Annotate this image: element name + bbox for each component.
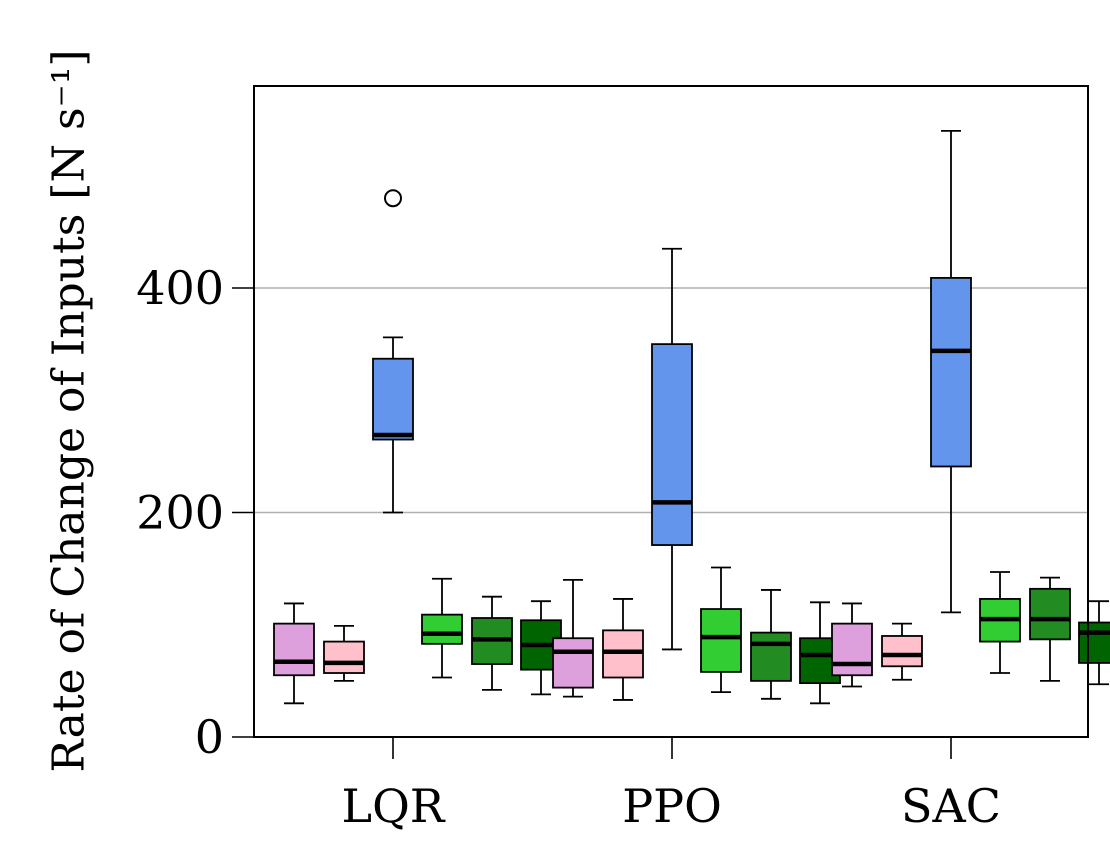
iqr-box [1029,587,1071,641]
box-LQR-1 [273,602,315,705]
iqr-box [831,622,873,677]
axis-layer: 0 200 400 LQR PPO SAC [136,261,1001,833]
iqr-box [700,608,742,673]
box-LQR-2 [323,624,365,682]
box-LQR-5 [471,595,513,691]
iqr-box [323,640,365,674]
box-SAC-5 [1029,576,1071,682]
outlier-point [384,189,402,208]
y-axis-label: Rate of Change of Inputs [N s⁻¹] [44,49,95,772]
box-SAC-4 [979,571,1021,674]
box-SAC-3 [930,129,972,614]
box-PPO-4 [700,566,742,693]
x-tick-label-SAC: SAC [901,779,1001,833]
iqr-box [750,631,792,682]
iqr-box [651,343,693,546]
iqr-box [552,637,594,689]
iqr-box [930,276,972,468]
y-tick-label-0: 0 [195,710,224,764]
iqr-box [1078,621,1110,664]
iqr-box [273,622,315,677]
y-tick-label-400: 400 [136,261,224,315]
x-tick-label-PPO: PPO [622,779,722,833]
box-PPO-3 [651,247,693,651]
box-layer [273,129,1110,705]
box-LQR-4 [421,577,463,679]
box-SAC-6 [1078,600,1110,686]
y-tick-label-200: 200 [136,486,224,540]
box-LQR-3 [372,189,414,514]
iqr-box [421,613,463,645]
box-PPO-1 [552,578,594,698]
plot-frame [253,85,1089,738]
iqr-box [372,357,414,441]
box-SAC-2 [881,622,923,681]
box-PPO-2 [602,598,644,701]
x-tick-label-LQR: LQR [342,779,446,833]
iqr-box [881,635,923,668]
box-SAC-1 [831,602,873,688]
box-PPO-5 [750,589,792,700]
